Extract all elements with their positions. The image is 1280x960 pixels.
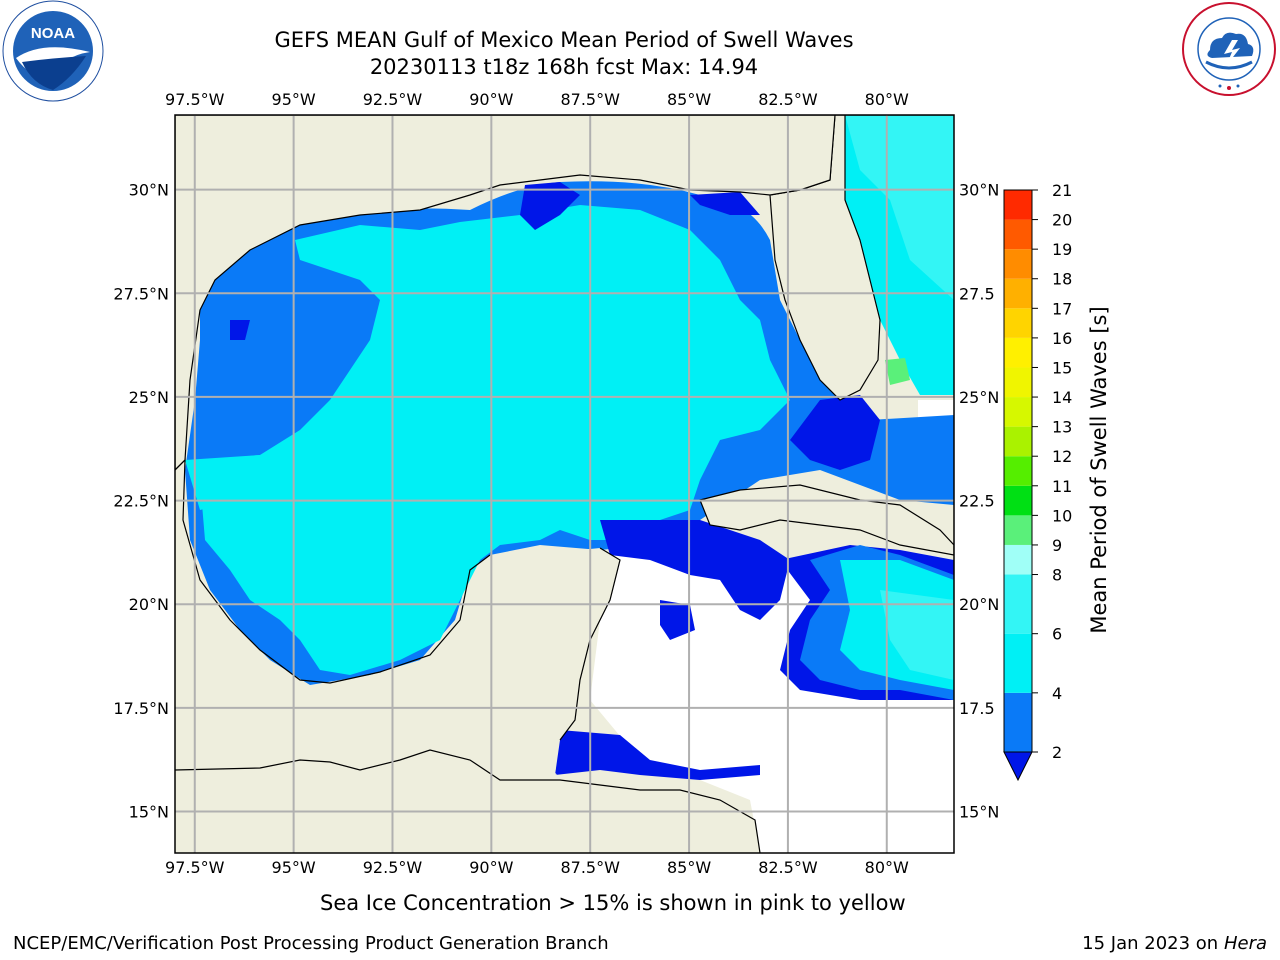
- swell-region-atlantic-6-8s: [845, 115, 954, 300]
- noaa-logo: NOAA: [2, 0, 104, 102]
- map-field: [175, 115, 954, 853]
- colorbar-tick-label: 20: [1052, 211, 1072, 230]
- lon-tick-label-bottom: 80°W: [865, 858, 909, 877]
- colorbar-swatch: [1004, 249, 1032, 279]
- cuba-land: [699, 484, 954, 556]
- swell-region-under-2s-7: [660, 600, 695, 640]
- lon-tick-label-top: 80°W: [865, 90, 909, 109]
- lat-tick-label-right: 20°N: [959, 595, 999, 614]
- lat-tick-label-left: 17.5°N: [113, 699, 169, 718]
- colorbar-tick-label: 14: [1052, 388, 1072, 407]
- lon-tick-label-top: 82.5°W: [758, 90, 818, 109]
- colorbar-tick-label: 21: [1052, 181, 1072, 200]
- footer-date-text: 15 Jan 2023 on: [1082, 933, 1224, 954]
- colorbar-tick-label: 11: [1052, 477, 1072, 496]
- colorbar-tick-label: 18: [1052, 270, 1072, 289]
- colorbar-swatch: [1004, 219, 1032, 250]
- lat-tick-label-right: 27.5: [959, 284, 995, 303]
- lon-tick-label-top: 90°W: [469, 90, 513, 109]
- colorbar-swatch: [1004, 397, 1032, 427]
- lat-tick-label-left: 20°N: [129, 595, 169, 614]
- colorbar-tick-label: 19: [1052, 240, 1072, 259]
- gridlines: [175, 115, 954, 853]
- colorbar-tick-label: 15: [1052, 358, 1072, 377]
- colorbar-swatch: [1004, 574, 1032, 634]
- lon-tick-label-bottom: 90°W: [469, 858, 513, 877]
- chart-title: GEFS MEAN Gulf of Mexico Mean Period of …: [274, 28, 854, 52]
- colorbar-tick-label: 2: [1052, 743, 1062, 762]
- footer-host: Hera: [1223, 933, 1267, 954]
- lat-tick-label-left: 15°N: [129, 803, 169, 822]
- mexico-coastline: [175, 458, 491, 684]
- lon-tick-label-bottom: 92.5°W: [363, 858, 423, 877]
- colorbar-swatch: [1004, 426, 1032, 457]
- lon-tick-label-top: 92.5°W: [363, 90, 423, 109]
- sea-ice-note: Sea Ice Concentration > 15% is shown in …: [320, 891, 906, 915]
- colorbar-tick-label: 12: [1052, 447, 1072, 466]
- swell-region-atlantic-9-10s: [885, 358, 910, 385]
- map-frame: [174, 114, 955, 854]
- footer-date: 15 Jan 2023 on Hera: [1082, 933, 1267, 954]
- lon-tick-label-bottom: 87.5°W: [560, 858, 620, 877]
- colorbar-swatch: [1004, 337, 1032, 368]
- colorbar-label: Mean Period of Swell Waves [s]: [1087, 306, 1111, 633]
- colorbar-swatch: [1004, 456, 1032, 486]
- colorbar-tick-label: 17: [1052, 299, 1072, 318]
- swell-region-caribbean-6-8s: [880, 590, 954, 680]
- swell-region-under-2s-2: [690, 192, 760, 215]
- swell-region-under-2s-4: [600, 520, 790, 620]
- colorbar-tick-label: 10: [1052, 506, 1072, 525]
- swell-region-under-2s-3: [790, 395, 880, 470]
- swell-region-4-6s-west: [185, 440, 300, 510]
- swell-region-4-6s: [200, 205, 790, 675]
- colorbar-swatch: [1004, 692, 1032, 752]
- colorbar-tick-label: 6: [1052, 625, 1062, 644]
- lon-tick-label-top: 97.5°W: [165, 90, 225, 109]
- mexico-land: [175, 548, 954, 853]
- colorbar-swatch: [1004, 544, 1032, 575]
- colorbar-swatch: [1004, 515, 1032, 545]
- tick-labels: 97.5°W 97.5°W 95°W 95°W 92.5°W 92.5°W 90°W 90°W…: [113, 90, 999, 877]
- colorbar-tick-label: 13: [1052, 418, 1072, 437]
- lat-tick-label-left: 30°N: [129, 181, 169, 200]
- colorbar-tick-label: 8: [1052, 566, 1062, 585]
- lat-tick-label-right: 17.5: [959, 699, 995, 718]
- colorbar-tick-label: 9: [1052, 536, 1062, 555]
- lat-tick-label-right: 15°N: [959, 803, 999, 822]
- lon-tick-label-top: 87.5°W: [560, 90, 620, 109]
- lon-tick-label-top: 95°W: [272, 90, 316, 109]
- swell-region-under-2s-1: [520, 182, 580, 230]
- colorbar-swatch: [1004, 633, 1032, 693]
- lat-tick-label-left: 25°N: [129, 388, 169, 407]
- colorbar-swatch: [1004, 190, 1032, 220]
- footer-credit: NCEP/EMC/Verification Post Processing Pr…: [13, 933, 609, 954]
- colorbar-swatch: [1004, 278, 1032, 309]
- lat-tick-label-right: 22.5: [959, 492, 995, 511]
- colorbar-frame: [1003, 189, 1033, 753]
- lon-tick-label-bottom: 95°W: [272, 858, 316, 877]
- swell-region-under-2s-6: [555, 730, 760, 780]
- noaa-logo-text: NOAA: [31, 25, 75, 42]
- lon-tick-label-top: 85°W: [667, 90, 711, 109]
- colorbar: 21 20 19 18 17 16 15 14 13 12 11 10 9 8 6 4 2: [1003, 181, 1072, 782]
- lon-tick-label-bottom: 82.5°W: [758, 858, 818, 877]
- lon-tick-label-bottom: 85°W: [667, 858, 711, 877]
- colorbar-swatch: [1004, 485, 1032, 516]
- lat-tick-label-left: 22.5°N: [113, 492, 169, 511]
- lat-tick-label-left: 27.5°N: [113, 284, 169, 303]
- nws-logo: [1182, 2, 1276, 96]
- central-america-coastline: [175, 749, 761, 853]
- colorbar-swatch: [1004, 367, 1032, 398]
- colorbar-tick-label: 4: [1052, 684, 1062, 703]
- lon-tick-label-bottom: 97.5°W: [165, 858, 225, 877]
- lat-tick-label-right: 25°N: [959, 388, 999, 407]
- colorbar-tick-label: 16: [1052, 329, 1072, 348]
- chart-subtitle: 20230113 t18z 168h fcst Max: 14.94: [369, 55, 759, 79]
- colorbar-swatch: [1004, 308, 1032, 338]
- colorbar-under-extension: [1003, 751, 1033, 782]
- lat-tick-label-right: 30°N: [959, 181, 999, 200]
- swell-region-under-2s-8: [230, 320, 250, 340]
